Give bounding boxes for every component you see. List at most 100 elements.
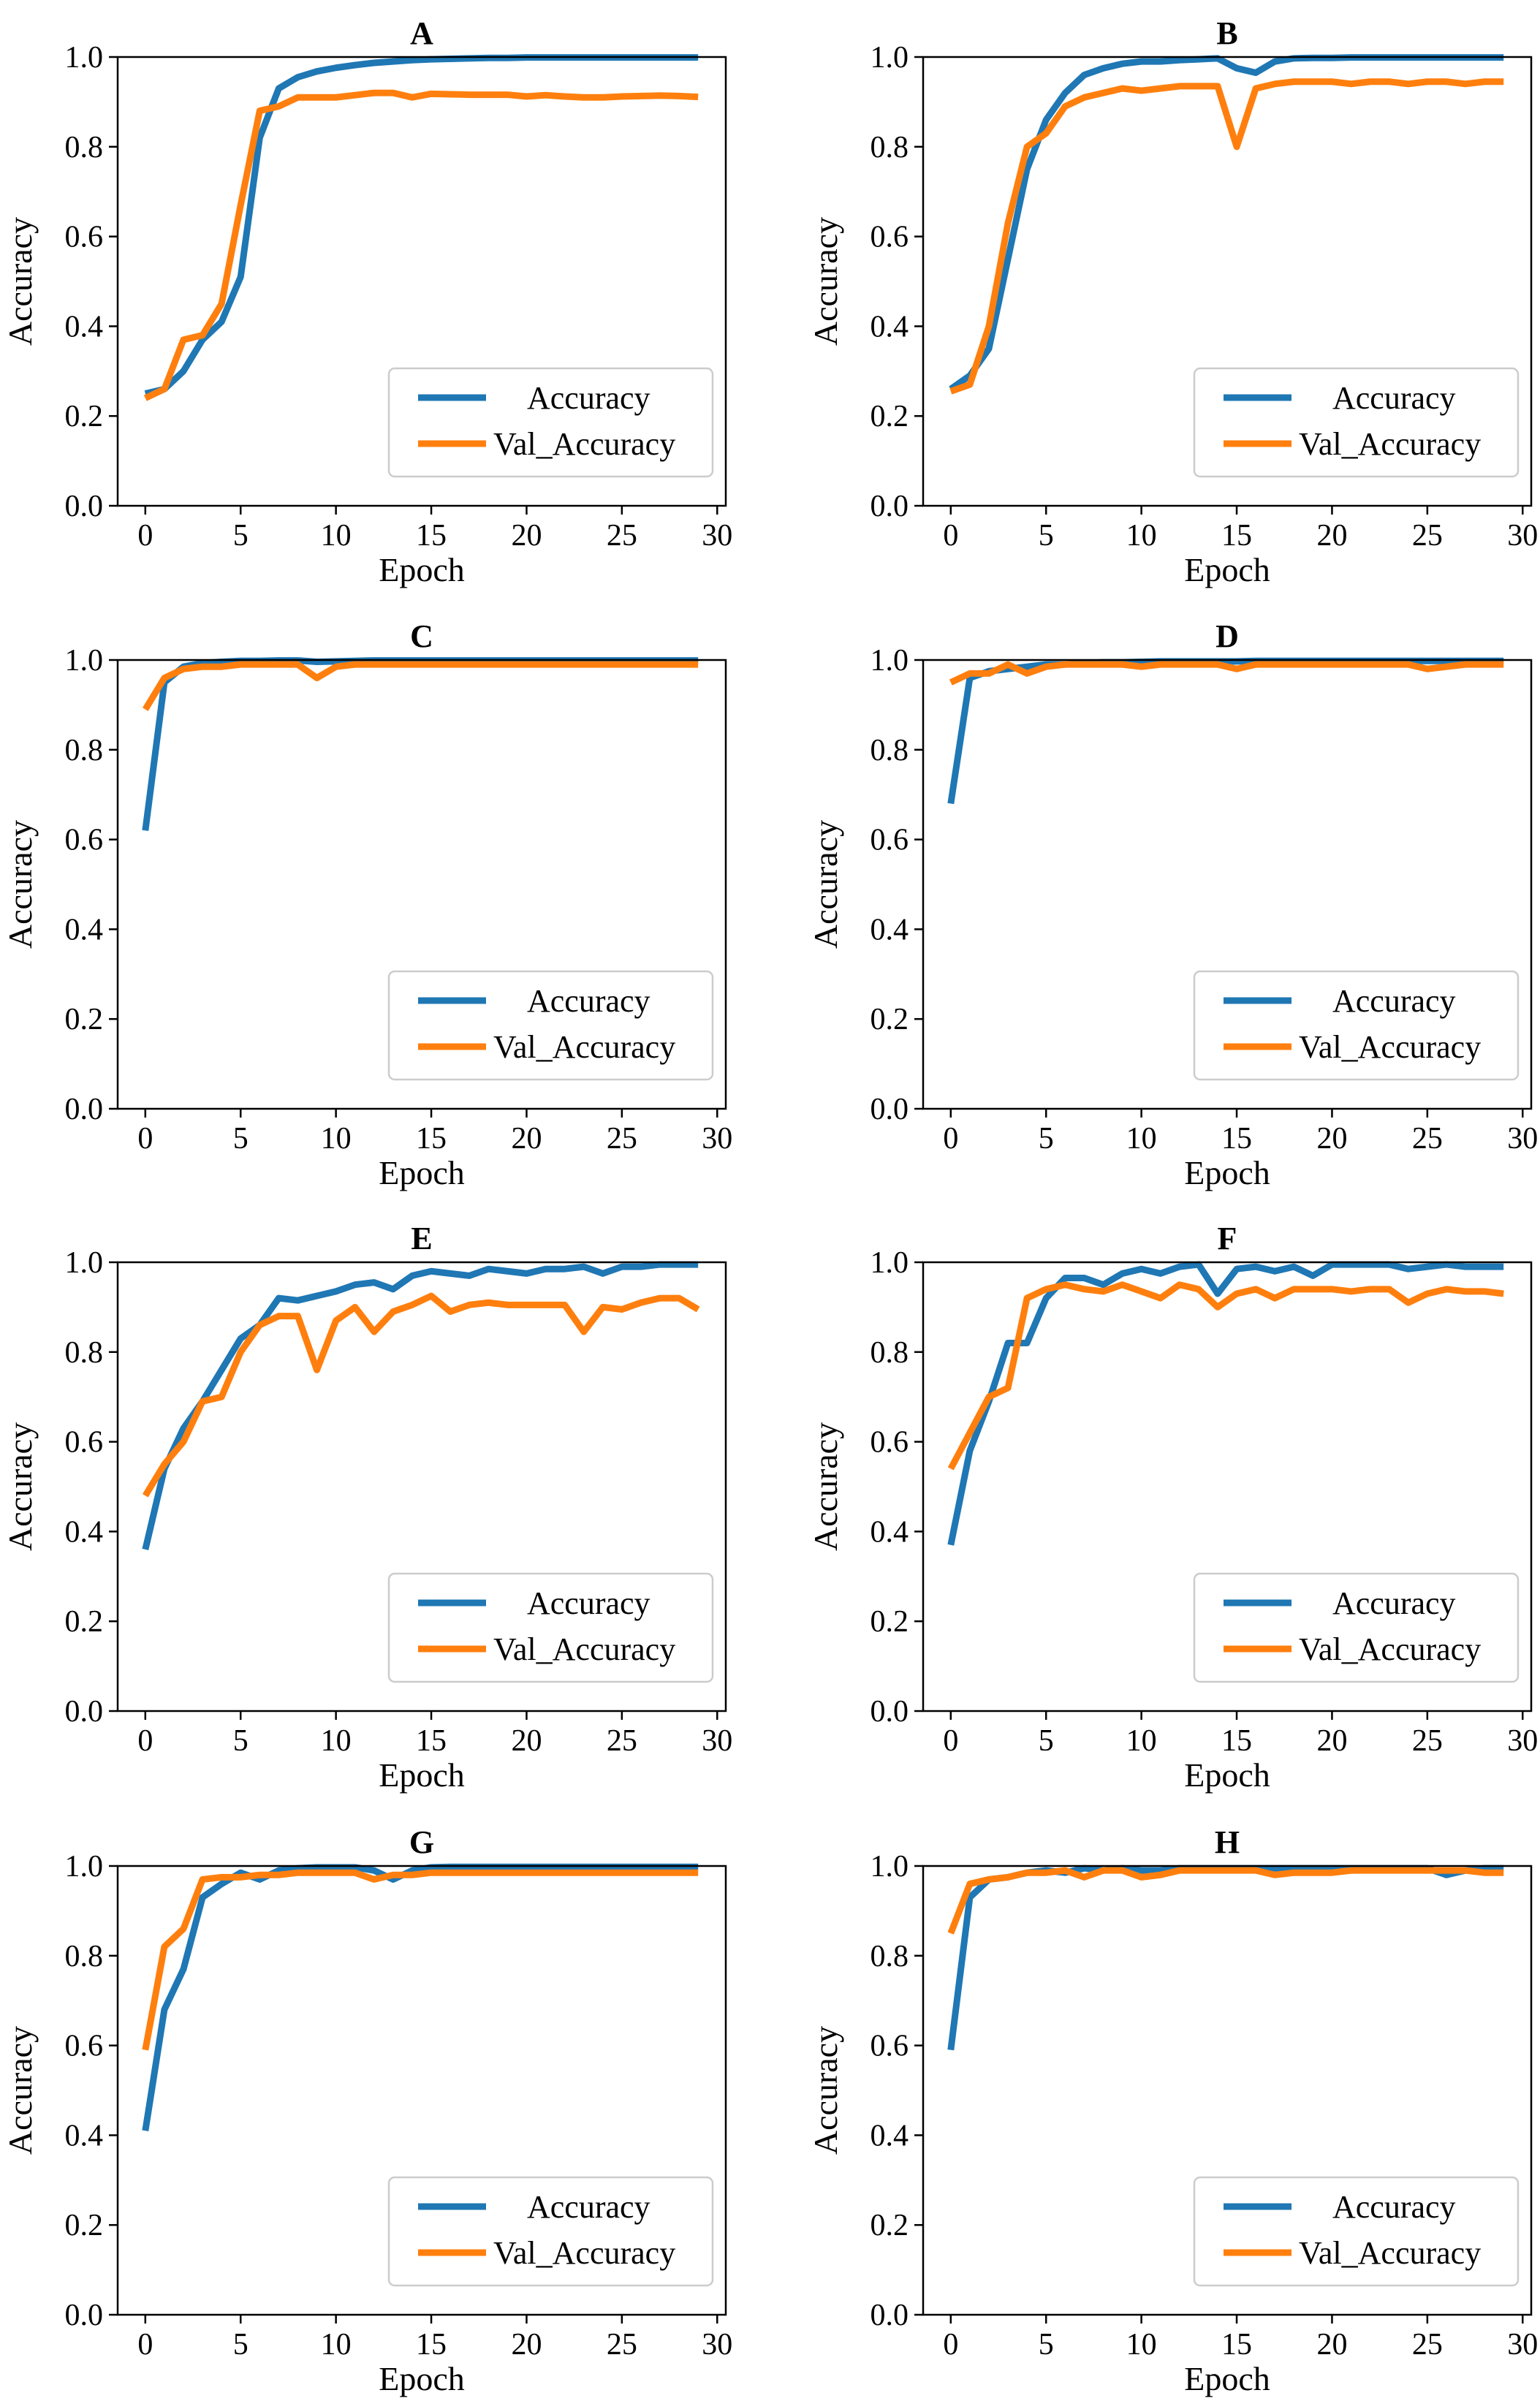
x-tick-label-f: 10	[1126, 1724, 1157, 1758]
x-tick-label-a: 30	[702, 519, 732, 553]
x-axis-label-e: Epoch	[379, 1756, 465, 1794]
legend-f: Accuracy Val_Accuracy	[1193, 1572, 1520, 1683]
val-accuracy-line-g	[142, 1869, 699, 2051]
x-tick-label-b: 0	[943, 519, 958, 553]
x-tick-label-e: 15	[416, 1724, 447, 1758]
y-tick-label-g: 0.8	[65, 1940, 104, 1973]
accuracy-line-e	[142, 1261, 699, 1550]
x-tick-label-g: 30	[702, 2328, 732, 2362]
y-tick-label-a: 0.6	[65, 221, 104, 254]
y-tick-label-g: 0.0	[65, 2299, 104, 2332]
x-tick-label-h: 0	[943, 2328, 958, 2362]
accuracy-line-c	[142, 657, 699, 831]
panel-g: G 0.0 0.2 0.4 0.6 0.8 1.0 0 5 10 15 20 25 30 Epoch Accu…	[1, 1824, 732, 2397]
y-tick-label-f: 0.6	[870, 1426, 909, 1460]
y-tick-label-f: 0.8	[870, 1336, 909, 1370]
x-axis-label-g: Epoch	[379, 2360, 465, 2397]
legend-label-f: Accuracy	[1332, 1585, 1456, 1621]
y-tick-label-a: 1.0	[65, 41, 104, 75]
y-tick-label-d: 0.2	[870, 1003, 909, 1036]
y-axis-label-a: Accuracy	[1, 217, 39, 346]
y-tick-label-h: 0.8	[870, 1940, 909, 1973]
y-tick-label-g: 0.4	[65, 2119, 104, 2152]
x-tick-label-f: 20	[1316, 1724, 1347, 1758]
x-tick-label-a: 5	[233, 519, 249, 553]
x-tick-label-f: 15	[1221, 1724, 1252, 1758]
x-tick-label-c: 5	[233, 1122, 249, 1156]
accuracy-line-d	[947, 657, 1504, 805]
x-tick-label-a: 20	[511, 519, 542, 553]
y-tick-label-b: 0.6	[870, 221, 909, 254]
x-tick-label-c: 0	[137, 1122, 153, 1156]
x-tick-label-b: 15	[1221, 519, 1252, 553]
y-axis-label-b: Accuracy	[807, 217, 844, 346]
x-tick-label-e: 10	[321, 1724, 352, 1758]
plot-area-a	[116, 56, 727, 507]
plot-area-f	[922, 1261, 1533, 1712]
y-tick-label-h: 0.6	[870, 2030, 909, 2063]
x-tick-label-g: 0	[137, 2328, 153, 2362]
accuracy-line-a	[144, 54, 699, 397]
x-tick-label-g: 25	[607, 2328, 637, 2362]
y-tick-label-c: 0.2	[65, 1003, 104, 1036]
x-tick-label-f: 0	[943, 1724, 958, 1758]
y-tick-label-e: 0.4	[65, 1515, 104, 1549]
y-tick-label-b: 0.2	[870, 400, 909, 433]
legend-label-e: Accuracy	[527, 1585, 650, 1621]
panel-title-b: B	[1216, 15, 1237, 51]
x-axis-label-a: Epoch	[379, 551, 465, 588]
x-tick-label-g: 5	[233, 2328, 249, 2362]
legend-label-f: Val_Accuracy	[1299, 1631, 1481, 1667]
y-tick-label-c: 0.6	[65, 824, 104, 857]
plot-area-d	[922, 659, 1533, 1110]
x-tick-label-a: 15	[416, 519, 447, 553]
val-accuracy-line-a	[143, 89, 699, 401]
x-tick-label-h: 30	[1507, 2328, 1538, 2362]
y-tick-label-f: 0.4	[870, 1515, 909, 1549]
y-tick-label-d: 1.0	[870, 644, 909, 678]
legend-label-d: Val_Accuracy	[1299, 1029, 1481, 1065]
y-tick-label-f: 0.2	[870, 1605, 909, 1639]
x-tick-label-d: 0	[943, 1122, 958, 1156]
x-tick-label-b: 20	[1316, 519, 1347, 553]
y-tick-label-f: 1.0	[870, 1246, 909, 1280]
y-tick-label-c: 0.0	[65, 1093, 104, 1126]
panel-title-c: C	[410, 618, 433, 654]
y-tick-label-e: 0.8	[65, 1336, 104, 1370]
x-tick-label-g: 10	[321, 2328, 352, 2362]
panel-title-a: A	[410, 15, 433, 51]
legend-label-g: Accuracy	[527, 2189, 650, 2225]
x-axis-label-b: Epoch	[1184, 551, 1270, 588]
x-tick-label-c: 20	[511, 1122, 542, 1156]
y-tick-label-b: 1.0	[870, 41, 909, 75]
y-tick-label-b: 0.0	[870, 490, 909, 523]
y-axis-label-f: Accuracy	[807, 1422, 844, 1551]
y-tick-label-c: 0.8	[65, 734, 104, 767]
x-axis-label-f: Epoch	[1184, 1756, 1270, 1794]
x-tick-label-d: 20	[1316, 1122, 1347, 1156]
val-accuracy-line-h	[947, 1867, 1504, 1935]
y-axis-label-h: Accuracy	[807, 2026, 844, 2155]
legend-label-c: Accuracy	[527, 983, 650, 1019]
legend-label-b: Accuracy	[1332, 380, 1456, 416]
x-tick-label-e: 25	[607, 1724, 637, 1758]
x-tick-label-e: 0	[137, 1724, 153, 1758]
y-tick-label-e: 1.0	[65, 1246, 104, 1280]
panel-b: B 0.0 0.2 0.4 0.6 0.8 1.0 0 5 10 15 20 25 30 Epoch Accu…	[807, 15, 1538, 588]
x-tick-label-b: 5	[1039, 519, 1054, 553]
x-tick-label-b: 10	[1126, 519, 1157, 553]
x-tick-label-d: 30	[1507, 1122, 1538, 1156]
y-tick-label-h: 0.2	[870, 2209, 909, 2242]
x-tick-label-d: 15	[1221, 1122, 1252, 1156]
x-axis-label-c: Epoch	[379, 1154, 465, 1191]
x-tick-label-c: 30	[702, 1122, 732, 1156]
x-tick-label-a: 0	[137, 519, 153, 553]
y-axis-label-e: Accuracy	[1, 1422, 39, 1551]
x-tick-label-f: 5	[1039, 1724, 1054, 1758]
panel-d: D 0.0 0.2 0.4 0.6 0.8 1.0 0 5 10 15 20 25 30 Epoch Accu…	[807, 618, 1538, 1191]
y-tick-label-a: 0.4	[65, 310, 104, 344]
val-accuracy-line-f	[947, 1281, 1504, 1471]
y-tick-label-e: 0.0	[65, 1695, 104, 1729]
accuracy-line-h	[947, 1865, 1504, 2051]
x-tick-label-d: 5	[1039, 1122, 1054, 1156]
